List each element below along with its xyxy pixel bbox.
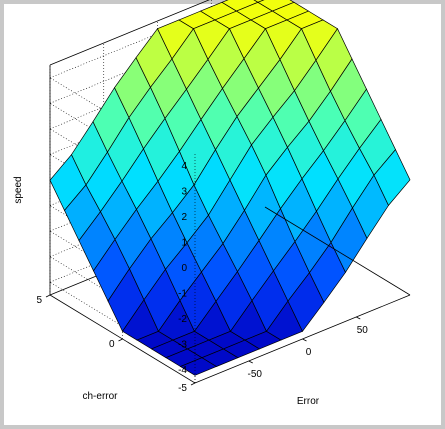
- surface-patch: [373, 148, 411, 207]
- z-tick-label: -3: [178, 340, 187, 351]
- x-tick-label: 0: [306, 347, 312, 358]
- y-tick-label: -5: [178, 383, 187, 394]
- z-tick-label: -1: [178, 289, 187, 300]
- y-axis-label: ch-error: [82, 391, 118, 402]
- x-tick-label: -50: [248, 369, 263, 380]
- y-tick-label: 0: [109, 339, 115, 350]
- z-tick-label: 3: [181, 186, 187, 197]
- z-tick-label: -2: [178, 314, 187, 325]
- z-axis-label: speed: [13, 176, 24, 203]
- surface-patch: [253, 0, 265, 3]
- surface-mesh: [49, 0, 411, 376]
- z-tick-label: 0: [181, 263, 187, 274]
- x-tick-label: 50: [357, 325, 369, 336]
- x-axis-label: Error: [297, 396, 320, 407]
- z-tick-label: -4: [178, 365, 187, 376]
- y-tick-label: 5: [36, 295, 42, 306]
- z-tick-label: 2: [181, 212, 187, 223]
- z-tick-label: 1: [181, 237, 187, 248]
- z-tick-label: 4: [181, 161, 187, 172]
